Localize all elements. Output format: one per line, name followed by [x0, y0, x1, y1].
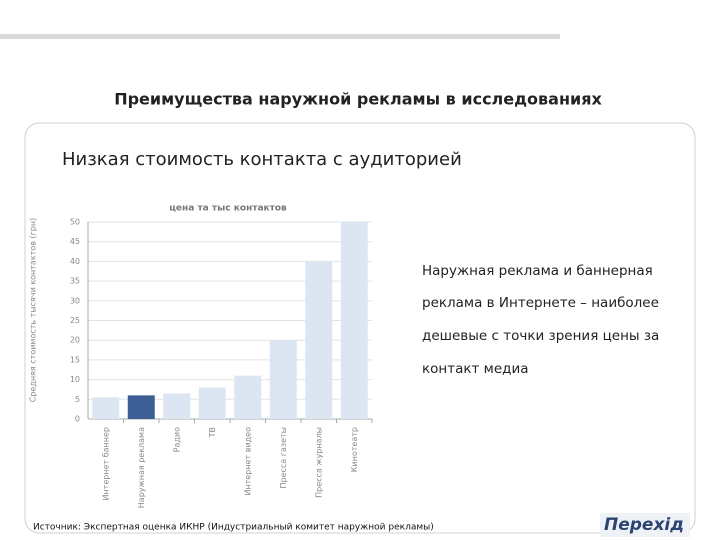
- x-tick-label: Кинотеатр: [350, 427, 359, 472]
- chart-title: цена та тыс контактов: [169, 204, 287, 214]
- y-tick-label: 25: [70, 316, 80, 325]
- top-stripe: [0, 34, 560, 39]
- source: Источник: Экспертная оценка ИКНР (Индуст…: [33, 523, 434, 533]
- note-line: дешевые с точки зрения цены за: [422, 328, 659, 344]
- slide-title: Преимущества наружной рекламы в исследов…: [114, 90, 602, 109]
- bar: [269, 340, 297, 419]
- y-tick-label: 5: [75, 395, 80, 404]
- x-tick-label: Интернет видео: [243, 427, 252, 496]
- bar: [305, 261, 333, 419]
- bar: [198, 387, 226, 419]
- y-tick-label: 45: [70, 237, 80, 246]
- y-tick-label: 50: [70, 218, 80, 227]
- y-tick-label: 40: [70, 257, 80, 266]
- bar: [127, 395, 155, 419]
- bar: [92, 397, 120, 419]
- y-tick-label: 0: [75, 415, 80, 424]
- x-tick-label: Пресса журналы: [314, 427, 323, 498]
- y-axis-label: Средняя стоимость тысячи контактов (грн): [29, 218, 38, 403]
- note-line: реклама в Интернете – наиболее: [422, 295, 659, 311]
- note-line: контакт медиа: [422, 361, 529, 377]
- y-tick-label: 35: [70, 277, 80, 286]
- x-tick-label: Радио: [172, 427, 181, 452]
- note-line: Наружная реклама и баннерная: [422, 263, 653, 279]
- x-tick-label: Пресса газеты: [279, 427, 288, 489]
- x-tick-label: ТВ: [208, 427, 217, 438]
- y-tick-label: 30: [70, 296, 80, 305]
- logo-box: [600, 513, 690, 537]
- y-tick-label: 10: [70, 375, 80, 384]
- y-tick-label: 20: [70, 336, 80, 345]
- subtitle: Низкая стоимость контакта с аудиторией: [62, 149, 462, 170]
- bar: [163, 393, 191, 419]
- x-tick-label: Интернет баннер: [101, 427, 110, 501]
- y-tick-label: 15: [70, 355, 80, 364]
- bar: [234, 375, 262, 419]
- logo: Перехід: [604, 515, 684, 535]
- x-tick-label: Наружная реклама: [137, 427, 146, 508]
- bar: [340, 222, 368, 419]
